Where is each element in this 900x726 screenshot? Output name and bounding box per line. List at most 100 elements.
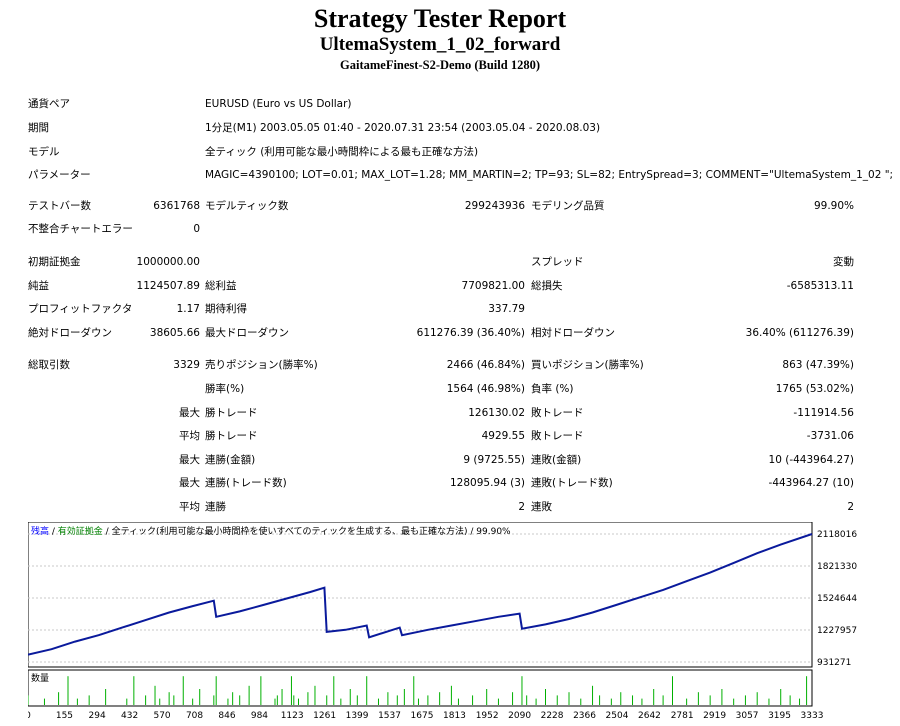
total-trades-value: 3329: [173, 359, 200, 371]
legend-text: 残高 / 有効証拠金 / 全ティック(利用可能な最小時間枠を使いすべてのティック…: [31, 525, 511, 537]
max-drawdown-label: 最大ドローダウン: [205, 327, 289, 339]
short-positions-value: 2466 (46.84%): [446, 359, 525, 371]
legend-sep-2: /: [103, 527, 112, 537]
y-tick-label: 1821330: [817, 562, 857, 572]
legend-equity: 有効証拠金: [58, 525, 103, 537]
x-tick-label: 1675: [411, 711, 434, 721]
gross-loss-value: -6585313.11: [786, 280, 854, 292]
info-label-period: 期間: [28, 122, 49, 134]
long-positions-label: 買いポジション(勝率%): [531, 359, 644, 371]
avg-win-trade-label: 勝トレード: [205, 430, 258, 442]
x-tick-label: 3195: [768, 711, 791, 721]
win-rate-label: 勝率(%): [205, 383, 245, 395]
x-tick-label: 2228: [541, 711, 564, 721]
max-win-trade-value: 126130.02: [468, 407, 525, 419]
cons-win-trades-label: 連勝(トレード数): [205, 477, 287, 489]
spread-value: 変動: [833, 256, 854, 268]
max-win-trade-label: 勝トレード: [205, 407, 258, 419]
main-plot-frame: [28, 522, 813, 668]
report-build: GaitameFinest-S2-Demo (Build 1280): [340, 58, 540, 72]
deposit-value: 1000000.00: [136, 256, 200, 268]
max-loss-trade-value: -111914.56: [793, 407, 854, 419]
x-tick-label: 570: [153, 711, 170, 721]
legend-volume: 数量: [31, 672, 49, 684]
balance-line: [28, 533, 813, 656]
mismatch-value: 0: [193, 223, 200, 235]
abs-drawdown-value: 38605.66: [149, 327, 200, 339]
x-tick-label: 1537: [378, 711, 401, 721]
y-tick-label: 931271: [817, 658, 851, 668]
avg-loss-trade-value: -3731.06: [806, 430, 854, 442]
x-tick-label: 1399: [346, 711, 369, 721]
loss-rate-value: 1765 (53.02%): [775, 383, 854, 395]
info-label-model: モデル: [28, 146, 60, 158]
ticks-label: モデルティック数: [205, 200, 289, 212]
loss-rate-label: 負率 (%): [531, 383, 574, 395]
cons-loss-amount-value: 10 (-443964.27): [768, 454, 854, 466]
legend-sep: /: [49, 527, 58, 537]
max-prefix-2: 最大: [179, 454, 200, 466]
expected-payoff-value: 337.79: [488, 303, 525, 315]
x-tick-label: 2781: [671, 711, 694, 721]
x-tick-label: 432: [121, 711, 138, 721]
cons-win-amount-label: 連勝(金額): [205, 454, 256, 466]
rel-drawdown-label: 相対ドローダウン: [531, 327, 615, 339]
x-tick-label: 1813: [443, 711, 466, 721]
x-tick-label: 0: [28, 711, 31, 721]
long-positions-value: 863 (47.39%): [782, 359, 854, 371]
report-subtitle: UltemaSystem_1_02_forward: [319, 34, 561, 55]
rel-drawdown-value: 36.40% (611276.39): [745, 327, 854, 339]
x-tick-label: 294: [89, 711, 106, 721]
x-tick-label: 2919: [703, 711, 726, 721]
info-value-model: 全ティック (利用可能な最小時間枠による最も正確な方法): [205, 146, 479, 158]
x-tick-label: 3057: [736, 711, 759, 721]
gross-profit-label: 総利益: [205, 280, 237, 292]
balance-chart-svg: 2118016 1821330 1524644 1227957 931271 0 155 2…: [28, 522, 857, 721]
x-tick-label: 2090: [508, 711, 531, 721]
info-label-parameters: パラメーター: [28, 169, 91, 181]
legend-model: 全ティック(利用可能な最小時間枠を使いすべてのティックを生成する、最も正確な方法…: [112, 525, 468, 537]
quality-label: モデリング品質: [531, 200, 605, 212]
x-tick-label: 846: [218, 711, 235, 721]
info-value-parameters: MAGIC=4390100; LOT=0.01; MAX_LOT=1.28; M…: [205, 169, 894, 181]
net-profit-value: 1124507.89: [136, 280, 200, 292]
expected-payoff-label: 期待利得: [205, 303, 247, 315]
short-positions-label: 売りポジション(勝率%): [205, 359, 318, 371]
legend-balance: 残高: [31, 525, 49, 537]
legend-quality: / 99.90%: [468, 527, 512, 537]
balance-chart: 2118016 1821330 1524644 1227957 931271 0 155 2…: [28, 522, 900, 726]
avg-loss-trade-label: 敗トレード: [531, 430, 584, 442]
total-trades-label: 総取引数: [28, 359, 70, 371]
x-tick-label: 708: [186, 711, 203, 721]
max-prefix-3: 最大: [179, 477, 200, 489]
avg-win-trade-value: 4929.55: [481, 430, 525, 442]
x-tick-label: 2366: [573, 711, 596, 721]
avg-loss-streak-value: 2: [847, 501, 854, 513]
profit-factor-label: プロフィットファクタ: [28, 303, 133, 315]
max-loss-trade-label: 敗トレード: [531, 407, 584, 419]
y-tick-label: 1524644: [817, 594, 857, 604]
x-tick-label: 1952: [476, 711, 499, 721]
info-label-symbol: 通貨ペア: [28, 98, 70, 110]
max-drawdown-value: 611276.39 (36.40%): [416, 327, 525, 339]
cons-loss-trades-value: -443964.27 (10): [768, 477, 854, 489]
info-value-period: 1分足(M1) 2003.05.05 01:40 - 2020.07.31 23…: [205, 122, 601, 134]
cons-win-trades-value: 128095.94 (3): [450, 477, 525, 489]
x-tick-label: 155: [56, 711, 73, 721]
max-prefix-1: 最大: [179, 407, 200, 419]
gross-loss-label: 総損失: [531, 280, 563, 292]
info-value-symbol: EURUSD (Euro vs US Dollar): [205, 98, 352, 110]
avg-prefix-2: 平均: [179, 501, 200, 513]
bars-value: 6361768: [153, 200, 200, 212]
profit-factor-value: 1.17: [176, 303, 200, 315]
y-tick-label: 2118016: [817, 530, 857, 540]
win-rate-value: 1564 (46.98%): [446, 383, 525, 395]
avg-prefix-1: 平均: [179, 430, 200, 442]
x-tick-label: 3333: [801, 711, 824, 721]
ticks-value: 299243936: [464, 200, 525, 212]
y-tick-label: 1227957: [817, 626, 857, 636]
net-profit-label: 純益: [28, 280, 49, 292]
x-tick-label: 1123: [281, 711, 304, 721]
x-tick-label: 2504: [606, 711, 629, 721]
quality-value: 99.90%: [813, 200, 854, 212]
